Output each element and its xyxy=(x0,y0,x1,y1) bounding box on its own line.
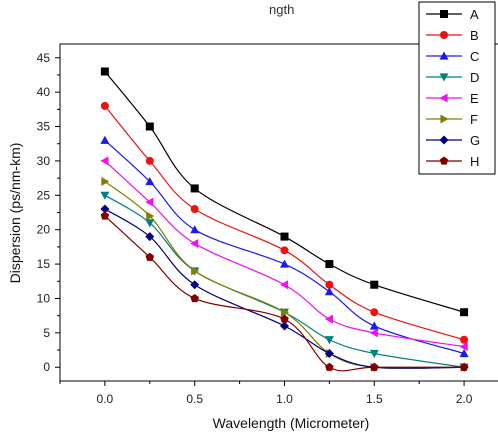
data-point xyxy=(280,246,288,254)
data-point xyxy=(370,328,378,337)
legend-label: G xyxy=(470,133,480,148)
data-point xyxy=(370,321,379,329)
data-point xyxy=(101,102,109,110)
series-a xyxy=(101,68,468,317)
data-point xyxy=(280,321,289,330)
data-point xyxy=(190,280,199,289)
data-point xyxy=(100,192,109,200)
x-tick-label: 1.5 xyxy=(366,392,383,406)
y-tick-label: 0 xyxy=(43,360,50,374)
data-point xyxy=(460,336,468,344)
data-point xyxy=(190,294,199,302)
legend-label: C xyxy=(470,49,479,64)
y-tick-label: 10 xyxy=(37,291,51,305)
series-g xyxy=(100,205,468,372)
series-line xyxy=(105,195,464,367)
data-point xyxy=(280,233,288,241)
data-point xyxy=(325,363,334,371)
y-tick-label: 40 xyxy=(37,85,51,99)
y-tick-label: 15 xyxy=(37,257,51,271)
data-point xyxy=(190,239,198,248)
legend-label: D xyxy=(470,70,479,85)
legend-label: A xyxy=(470,7,479,22)
y-tick-label: 25 xyxy=(37,188,51,202)
data-point xyxy=(325,336,334,344)
data-point xyxy=(191,184,199,192)
chart-title-fragment: ngth xyxy=(269,2,294,17)
data-point xyxy=(280,280,288,289)
data-point xyxy=(325,260,333,268)
legend-box xyxy=(419,2,495,174)
data-point xyxy=(146,157,154,165)
y-tick-label: 5 xyxy=(43,326,50,340)
series-d xyxy=(100,192,468,372)
data-point xyxy=(325,287,334,295)
legend-label: H xyxy=(470,154,479,169)
data-point xyxy=(370,281,378,289)
y-tick-label: 20 xyxy=(37,223,51,237)
legend-label: B xyxy=(470,28,479,43)
data-point xyxy=(146,123,154,131)
legend-marker xyxy=(440,31,448,39)
x-tick-label: 0.0 xyxy=(97,392,114,406)
data-point xyxy=(325,315,333,324)
x-tick-label: 2.0 xyxy=(456,392,473,406)
series-f xyxy=(101,177,468,372)
legend-label: E xyxy=(470,91,479,106)
data-point xyxy=(191,205,199,213)
y-tick-label: 35 xyxy=(37,120,51,134)
data-point xyxy=(101,68,109,76)
y-tick-label: 45 xyxy=(37,51,51,65)
y-axis-label: Dispersion (ps/nm-km) xyxy=(7,143,23,284)
data-point xyxy=(190,225,199,233)
data-point xyxy=(460,308,468,316)
series-layer xyxy=(100,68,468,372)
data-point xyxy=(101,211,110,219)
data-point xyxy=(100,136,109,144)
x-tick-label: 1.0 xyxy=(276,392,293,406)
y-tick-label: 30 xyxy=(37,154,51,168)
x-tick-label: 0.5 xyxy=(186,392,203,406)
x-axis-label: Wavelength (Micrometer) xyxy=(213,415,370,431)
legend-marker xyxy=(440,10,448,18)
data-point xyxy=(280,260,289,268)
series-line xyxy=(105,182,464,369)
legend-label: F xyxy=(470,112,478,127)
data-point xyxy=(101,177,109,186)
data-point xyxy=(370,308,378,316)
data-point xyxy=(100,156,108,165)
